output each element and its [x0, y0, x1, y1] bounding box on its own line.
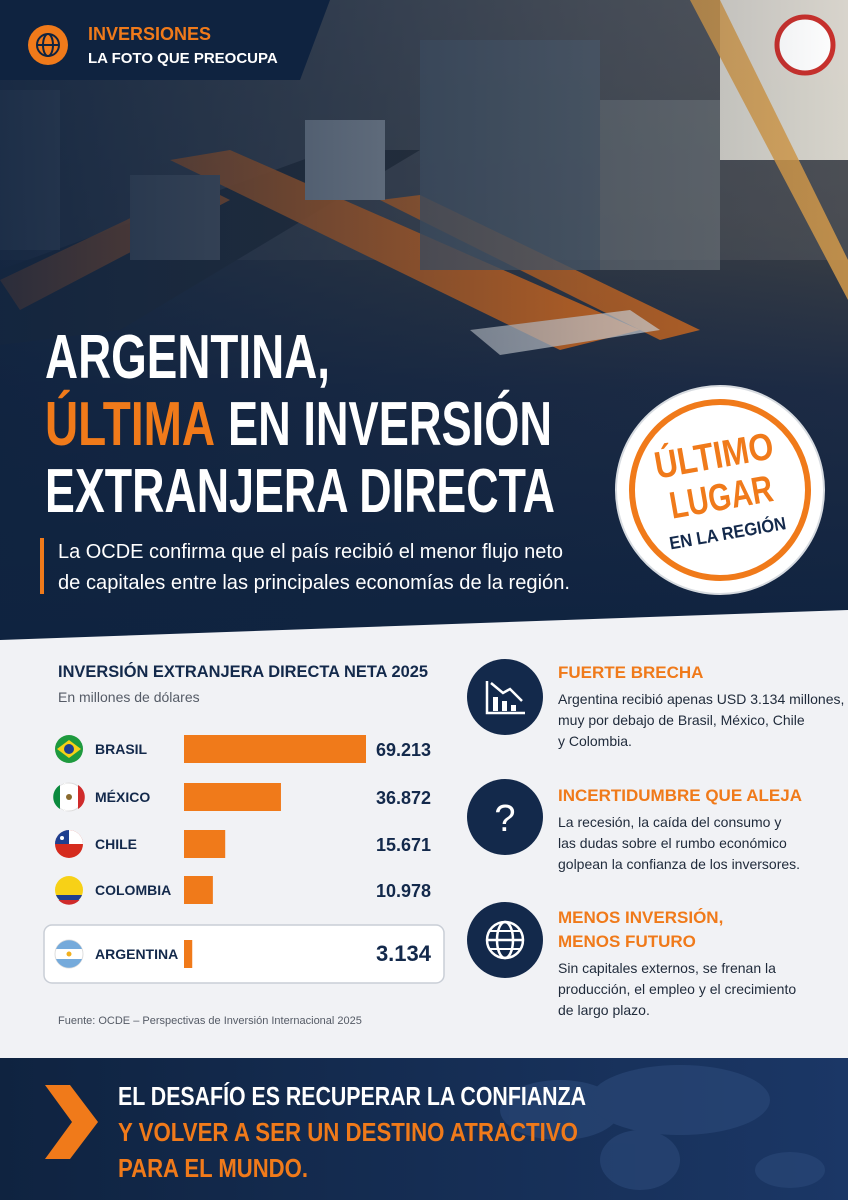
value-label: 69.213	[376, 740, 431, 760]
chart-title: INVERSIÓN EXTRANJERA DIRECTA NETA 2025	[58, 662, 428, 681]
badge: ÚLTIMO LUGAR EN LA REGIÓN	[615, 385, 825, 595]
icon-globe	[467, 902, 543, 978]
world-map	[500, 1065, 825, 1190]
feature-body: y Colombia.	[558, 733, 632, 749]
factory-photo	[0, 0, 848, 645]
feature-title: INCERTIDUMBRE QUE ALEJA	[558, 786, 802, 805]
section-label: INVERSIONES	[88, 24, 211, 44]
flag-colombia	[55, 876, 83, 905]
feature-body: Argentina recibió apenas USD 3.134 millo…	[558, 691, 844, 707]
headline-line: ARGENTINA,	[45, 323, 330, 392]
feature-body: Sin capitales externos, se frenan la	[558, 960, 776, 976]
footer-line: PARA EL MUNDO.	[118, 1153, 308, 1183]
category-label: COLOMBIA	[95, 882, 171, 898]
flag-mexico	[53, 782, 85, 812]
source: Fuente: OCDE – Perspectivas de Inversión…	[58, 1015, 362, 1027]
category-label: ARGENTINA	[95, 946, 178, 962]
headline-line: EXTRANJERA DIRECTA	[45, 457, 555, 526]
kicker: LA FOTO QUE PREOCUPA	[88, 50, 278, 67]
flag-brasil	[55, 735, 83, 763]
header-tag	[0, 0, 330, 80]
chevron	[45, 1085, 98, 1159]
footer-line: EL DESAFÍO ES RECUPERAR LA CONFIANZA	[118, 1081, 586, 1111]
feature-body: muy por debajo de Brasil, México, Chile	[558, 712, 805, 728]
subtitle: La OCDE confirma que el país recibió el …	[58, 541, 563, 563]
bar	[184, 830, 226, 858]
feature-body: producción, el empleo y el crecimiento	[558, 981, 796, 997]
subtitle: de capitales entre las principales econo…	[58, 572, 570, 594]
feature-body: golpean la confianza de los inversores.	[558, 856, 800, 872]
globe-icon	[28, 25, 68, 65]
footer-line: Y VOLVER A SER UN DESTINO ATRACTIVO	[118, 1117, 578, 1147]
icon-question: ?	[467, 779, 543, 855]
icon-chart-down	[467, 659, 543, 735]
category-label: MÉXICO	[95, 789, 150, 805]
svg-text:?: ?	[494, 798, 515, 840]
bar	[184, 783, 281, 811]
subtitle-accent	[40, 538, 44, 594]
feature-body: La recesión, la caída del consumo y	[558, 814, 781, 830]
highlight-box	[43, 924, 445, 984]
bar	[184, 735, 366, 763]
feature-title: MENOS INVERSIÓN,	[558, 908, 723, 927]
bar	[184, 940, 193, 968]
category-label: BRASIL	[95, 741, 148, 757]
headline-line: EN INVERSIÓN	[228, 390, 552, 459]
bar	[184, 876, 213, 904]
value-label: 3.134	[376, 941, 432, 966]
value-label: 10.978	[376, 881, 431, 901]
flag-chile	[55, 830, 83, 858]
feature-title: FUERTE BRECHA	[558, 663, 703, 682]
feature-title: MENOS FUTURO	[558, 932, 696, 951]
feature-body: de largo plazo.	[558, 1002, 650, 1018]
value-label: 36.872	[376, 788, 431, 808]
flag-argentina	[54, 939, 84, 969]
feature-body: las dudas sobre el rumbo económico	[558, 835, 787, 851]
chart-subtitle: En millones de dólares	[58, 689, 200, 705]
category-label: CHILE	[95, 836, 137, 852]
value-label: 15.671	[376, 835, 431, 855]
bar-chart: BRASIL 69.213 MÉXICO 36.872 CHILE 15.671 COLOM…	[95, 735, 432, 968]
features: FUERTE BRECHA Argentina recibió apenas US…	[558, 663, 844, 1018]
headline-highlight: ÚLTIMA	[45, 390, 215, 459]
